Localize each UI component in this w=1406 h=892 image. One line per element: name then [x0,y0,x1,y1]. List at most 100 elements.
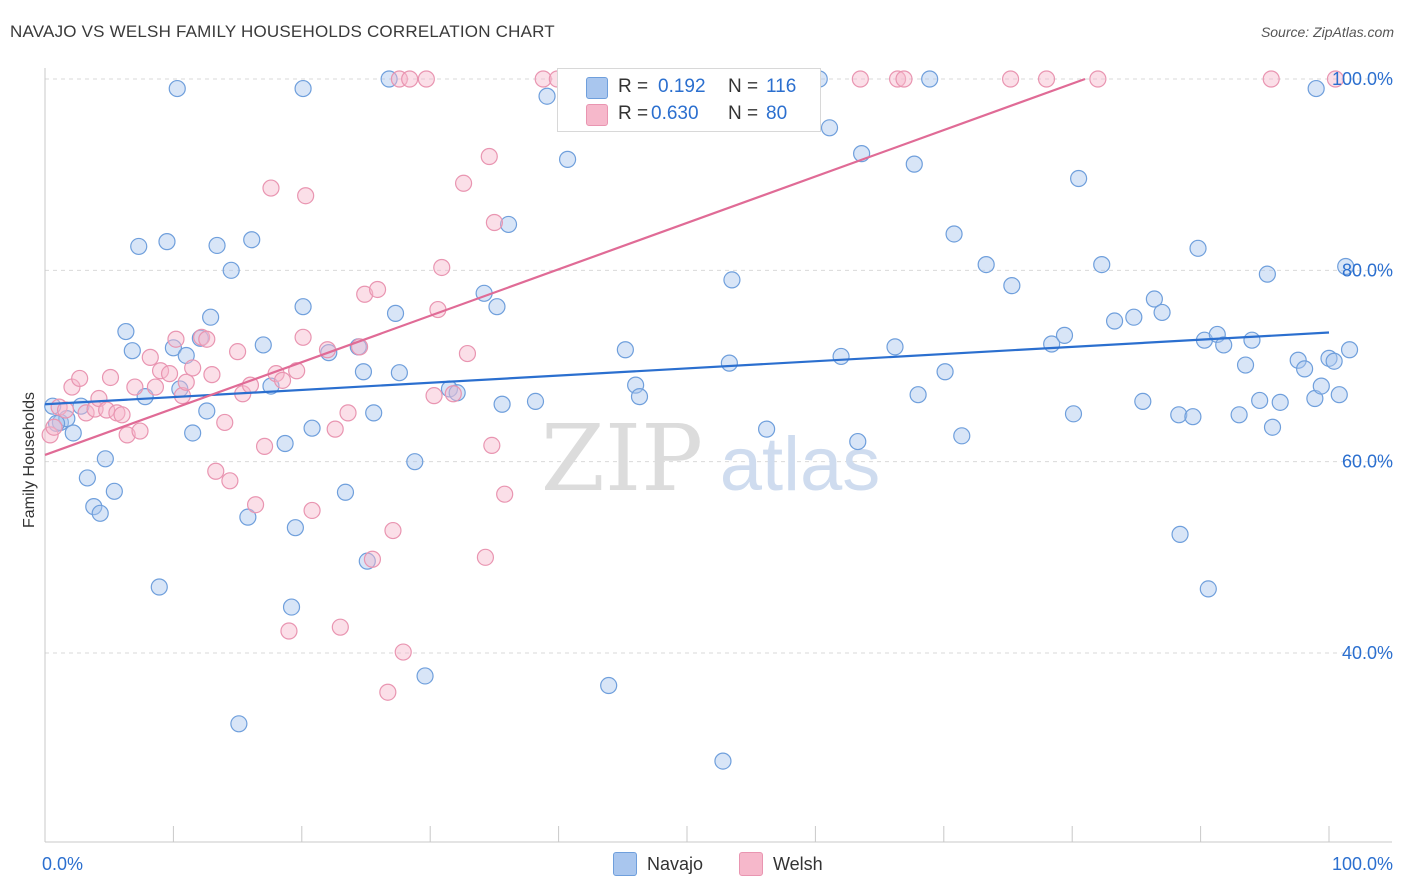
welsh-point [288,362,306,380]
welsh-point [71,369,89,388]
welsh-point [221,472,239,490]
welsh-point [1089,70,1107,88]
navajo-point [123,342,141,360]
trend-lines [44,77,1330,457]
welsh-point [273,371,292,389]
navajo-point [1199,580,1217,598]
navajo-point [282,598,301,616]
welsh-point [167,330,185,348]
navajo-point [1325,352,1343,370]
welsh-point [45,418,63,436]
y-tick-label: 100.0% [1332,69,1393,89]
navajo-point [303,419,321,437]
navajo-point [493,395,511,413]
navajo-point [1263,418,1282,436]
welsh-point [118,426,136,444]
navajo-n-label: N = [728,76,759,97]
welsh-point [1037,70,1056,88]
navajo-point [1307,79,1325,98]
welsh-point [444,385,462,403]
welsh-r-label: R = [618,103,649,124]
watermark: ZIP atlas [541,405,880,512]
navajo-point [96,450,114,468]
navajo-point [1189,239,1207,257]
navajo-point [758,420,776,438]
navajo-r-value: 0.192 [658,76,706,97]
y-tick-label: 80.0% [1342,260,1393,280]
navajo-point [208,236,226,255]
navajo-point [600,676,618,695]
welsh-n-value: 80 [766,103,788,124]
navajo-point [1170,406,1188,424]
navajo-point [1289,351,1307,369]
navajo-points [44,70,1359,770]
navajo-swatch [586,77,608,99]
watermark-atlas: atlas [720,422,881,507]
navajo-point [909,386,927,404]
navajo-point [168,79,186,98]
welsh-point [1326,70,1345,88]
navajo-point [105,482,123,500]
navajo-point [1134,392,1152,410]
navajo-point [1330,386,1348,404]
legend-swatch-navajo [613,852,637,876]
navajo-point [1003,277,1021,295]
welsh-point [326,420,344,438]
navajo-point [1153,303,1171,322]
navajo-point [921,70,939,88]
navajo-point [488,298,506,316]
navajo-point [849,432,867,451]
y-axis-label: Family Households [21,391,38,529]
navajo-point [158,233,176,251]
navajo-point [1070,169,1088,188]
welsh-point [177,373,195,391]
legend-swatch-welsh [739,852,763,876]
navajo-point [1337,257,1355,276]
navajo-point [130,237,148,256]
navajo-point [243,231,261,249]
navajo-point [1230,406,1248,424]
navajo-point [723,271,741,289]
navajo-point [191,329,209,347]
x-tick-label: 100.0% [1332,854,1393,874]
welsh-point [126,378,144,396]
welsh-point [433,258,451,277]
welsh-point [851,70,869,88]
welsh-point [401,70,419,88]
navajo-point [1055,326,1074,344]
welsh-point [146,378,165,396]
welsh-point [417,70,435,88]
welsh-point [888,70,907,88]
welsh-point [483,436,501,455]
welsh-point [485,213,503,232]
welsh-swatch [586,104,608,126]
welsh-trend-line [44,77,1086,457]
navajo-point [336,483,355,501]
navajo-point [386,304,405,322]
welsh-point [56,401,75,419]
welsh-n-label: N = [728,103,759,124]
welsh-point [303,501,321,520]
welsh-point [98,401,116,419]
navajo-point [714,752,732,770]
welsh-point [363,550,382,568]
welsh-point [454,174,473,192]
navajo-point [558,150,577,168]
legend-label-navajo: Navajo [647,853,704,874]
welsh-point [141,348,159,366]
navajo-point [239,508,257,526]
welsh-point [339,404,357,422]
navajo-point [202,308,220,326]
welsh-point [184,359,202,377]
navajo-point [953,427,971,445]
navajo-point [286,519,304,537]
welsh-point [425,387,443,405]
navajo-point [1105,312,1124,330]
stats-box: R = 0.192 N = 116 R = 0.630 N = 80 [557,68,821,132]
navajo-point [117,322,135,341]
navajo-n-value: 116 [766,76,797,97]
navajo-point [1243,331,1261,349]
welsh-point [160,365,179,383]
navajo-point [416,667,434,685]
navajo-point [1064,405,1083,423]
